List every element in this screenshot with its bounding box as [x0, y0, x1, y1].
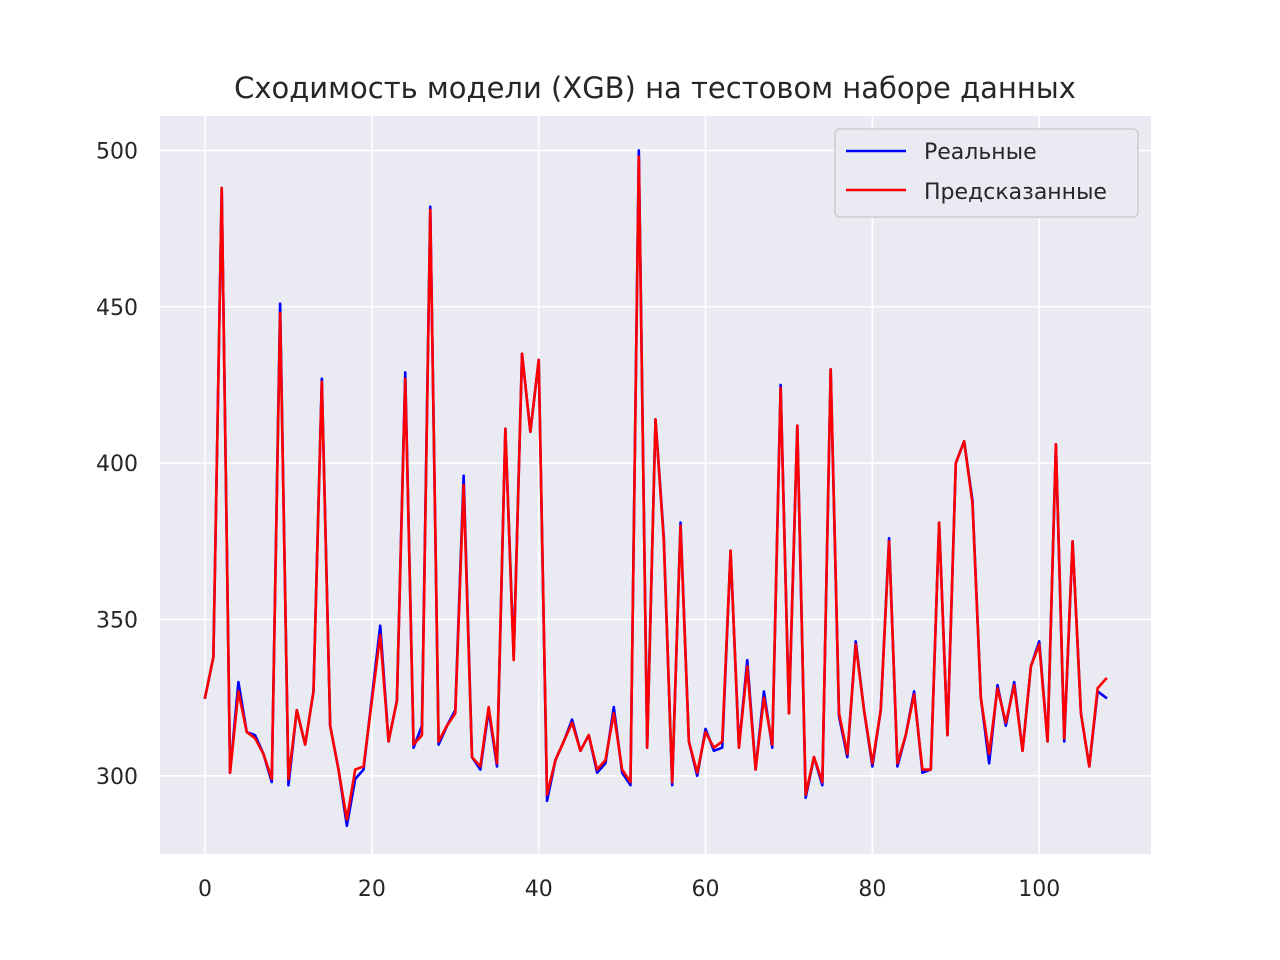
- legend: Реальные Предсказанные: [834, 128, 1139, 218]
- legend-label-real: Реальные: [924, 140, 1037, 165]
- legend-box: [834, 128, 1139, 218]
- y-tick-label: 350: [96, 608, 138, 633]
- y-tick-label: 400: [96, 452, 138, 477]
- x-tick-label: 100: [1018, 877, 1060, 902]
- x-tick-label: 40: [525, 877, 553, 902]
- x-tick-label: 60: [692, 877, 720, 902]
- chart-title: Сходимость модели (XGB) на тестовом набо…: [234, 71, 1076, 105]
- y-tick-label: 300: [96, 765, 138, 790]
- series-group: [203, 149, 1108, 828]
- y-tick-label: 500: [96, 139, 138, 164]
- y-axis-ticks: 300 350 400 450 500: [96, 139, 138, 789]
- x-tick-label: 0: [198, 877, 212, 902]
- y-tick-label: 450: [96, 296, 138, 321]
- plot-area: [160, 116, 1151, 854]
- series-line-predicted: [203, 155, 1108, 821]
- x-tick-label: 20: [358, 877, 386, 902]
- x-tick-label: 80: [858, 877, 886, 902]
- x-axis-ticks: 0 20 40 60 80 100: [198, 877, 1060, 902]
- legend-label-predicted: Предсказанные: [924, 180, 1107, 205]
